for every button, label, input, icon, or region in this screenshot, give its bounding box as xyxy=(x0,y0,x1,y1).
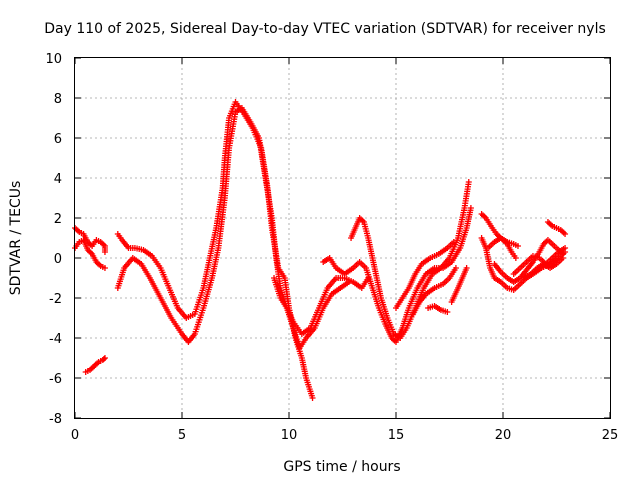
x-axis-label: GPS time / hours xyxy=(283,459,400,475)
data-marks xyxy=(72,99,569,401)
y-tick-label: 10 xyxy=(45,52,62,67)
x-tick-label: 10 xyxy=(281,428,298,443)
data-point xyxy=(465,179,472,185)
x-tick-label: 20 xyxy=(495,428,512,443)
data-point xyxy=(562,245,569,251)
x-tick-label: 25 xyxy=(602,428,619,443)
series-arc-6 xyxy=(271,275,372,337)
series-arc-18 xyxy=(521,255,566,281)
data-point xyxy=(452,265,459,271)
series-arc-10 xyxy=(410,265,459,317)
y-tick-label: -2 xyxy=(49,292,62,307)
data-point xyxy=(467,205,474,211)
data-point xyxy=(309,395,316,401)
y-tick-label: -6 xyxy=(49,372,62,387)
y-tick-label: -8 xyxy=(49,412,62,427)
data-point xyxy=(101,355,108,361)
y-tick-label: 0 xyxy=(54,252,62,267)
y-tick-label: 2 xyxy=(54,212,62,227)
x-tick-label: 0 xyxy=(71,428,79,443)
y-tick-label: 6 xyxy=(54,132,62,147)
series-arc-8 xyxy=(348,179,472,341)
y-tick-label: 4 xyxy=(54,172,62,187)
series-arc-9 xyxy=(393,239,457,311)
data-point xyxy=(559,255,566,261)
data-point xyxy=(512,255,519,261)
y-axis-label: SDTVAR / TECUs xyxy=(8,181,24,296)
series-arc-19 xyxy=(544,219,569,237)
axes: 0 5 10 15 20 25 -8 -6 -4 -2 0 2 4 6 8 10 xyxy=(45,52,618,443)
y-tick-label: 8 xyxy=(54,92,62,107)
y-tick-label: -4 xyxy=(49,332,62,347)
data-point xyxy=(562,231,569,237)
series-arc-12 xyxy=(448,265,470,305)
data-point xyxy=(463,265,470,271)
data-point xyxy=(444,309,451,315)
chart-title: Day 110 of 2025, Sidereal Day-to-day VTE… xyxy=(44,21,606,37)
series-arc-3 xyxy=(82,355,108,375)
data-point xyxy=(450,239,457,245)
series-arc-15 xyxy=(485,235,521,251)
x-tick-label: 5 xyxy=(178,428,186,443)
plot-frame xyxy=(74,57,611,419)
grid xyxy=(75,58,610,418)
data-point xyxy=(514,243,521,249)
series-arc-11 xyxy=(425,303,451,315)
data-point xyxy=(101,249,108,255)
data-point xyxy=(101,265,108,271)
data-point xyxy=(100,356,107,362)
x-tick-label: 15 xyxy=(388,428,405,443)
series-arc-2 xyxy=(72,237,108,271)
